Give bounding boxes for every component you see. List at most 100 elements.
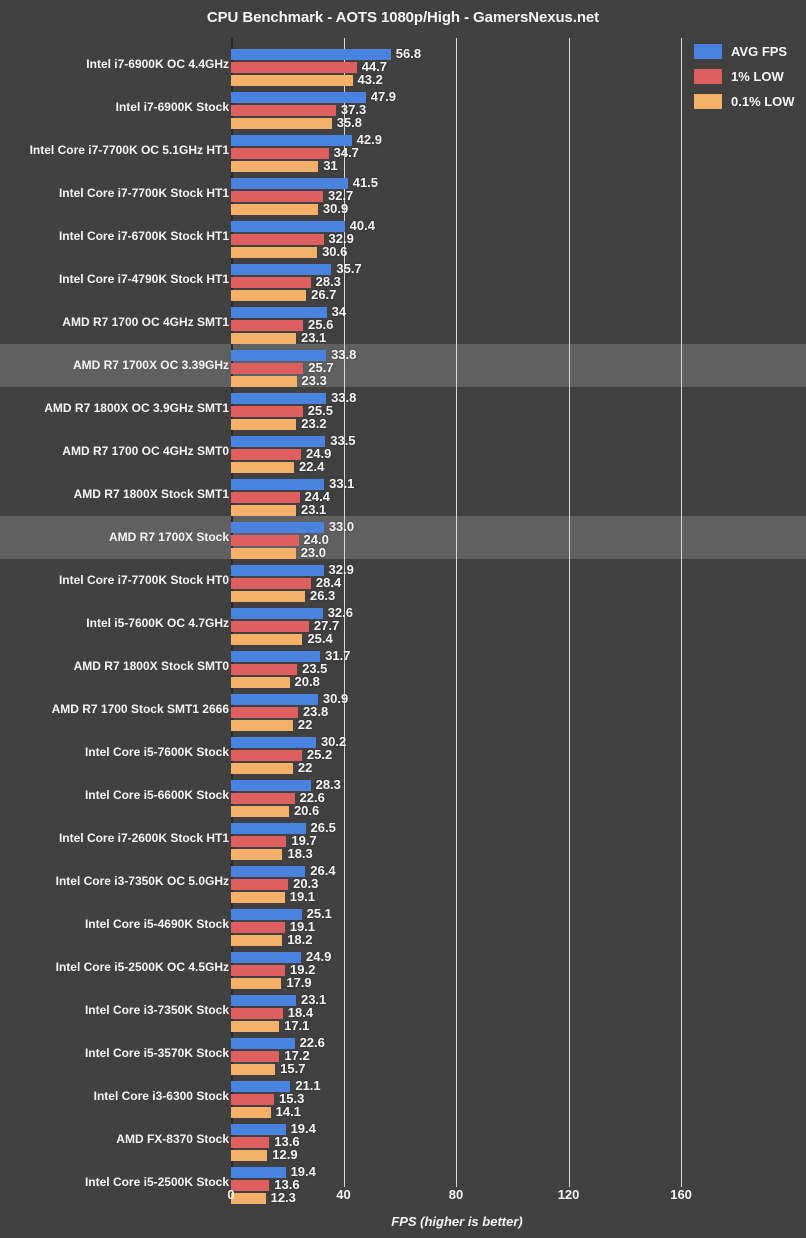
bar-0[interactable] xyxy=(231,866,306,877)
bar-0[interactable] xyxy=(231,1167,286,1178)
bar-2[interactable] xyxy=(231,505,296,516)
bar-0[interactable] xyxy=(231,1038,295,1049)
chart-row[interactable]: Intel Core i3-7350K Stock 23.1 18.4 17.1 xyxy=(0,992,806,1035)
chart-row[interactable]: Intel Core i5-6600K Stock 28.3 22.6 20.6 xyxy=(0,777,806,820)
bar-2[interactable] xyxy=(231,204,318,215)
bar-2[interactable] xyxy=(231,1021,280,1032)
bar-0[interactable] xyxy=(231,221,345,232)
chart-row[interactable]: AMD R7 1700X OC 3.39GHz 33.8 25.7 23.3 xyxy=(0,347,806,390)
bar-2[interactable] xyxy=(231,75,353,86)
chart-row[interactable]: Intel Core i7-6700K Stock HT1 40.4 32.9 30.… xyxy=(0,218,806,261)
bar-0[interactable] xyxy=(231,651,321,662)
legend-item-1[interactable]: 1% LOW xyxy=(694,65,806,87)
bar-0[interactable] xyxy=(231,350,327,361)
bar-1[interactable] xyxy=(231,836,287,847)
bar-2[interactable] xyxy=(231,548,296,559)
bar-2[interactable] xyxy=(231,720,293,731)
bar-2[interactable] xyxy=(231,1107,271,1118)
bar-2[interactable] xyxy=(231,1193,266,1204)
bar-1[interactable] xyxy=(231,750,302,761)
chart-row[interactable]: AMD R7 1700 OC 4GHz SMT1 34 25.6 23.1 xyxy=(0,304,806,347)
chart-row[interactable]: Intel i7-6900K Stock 47.9 37.3 35.8 xyxy=(0,89,806,132)
chart-row[interactable]: AMD FX-8370 Stock 19.4 13.6 12.9 xyxy=(0,1121,806,1164)
bar-1[interactable] xyxy=(231,277,311,288)
bar-2[interactable] xyxy=(231,849,283,860)
bar-1[interactable] xyxy=(231,1008,283,1019)
bar-0[interactable] xyxy=(231,909,302,920)
chart-row[interactable]: Intel Core i7-7700K OC 5.1GHz HT1 42.9 34.… xyxy=(0,132,806,175)
bar-2[interactable] xyxy=(231,462,294,473)
bar-1[interactable] xyxy=(231,62,357,73)
bar-0[interactable] xyxy=(231,522,324,533)
bar-1[interactable] xyxy=(231,191,323,202)
chart-row[interactable]: AMD R7 1800X Stock SMT0 31.7 23.5 20.8 xyxy=(0,648,806,691)
bar-1[interactable] xyxy=(231,406,303,417)
bar-2[interactable] xyxy=(231,290,307,301)
bar-2[interactable] xyxy=(231,247,318,258)
bar-0[interactable] xyxy=(231,135,352,146)
bar-1[interactable] xyxy=(231,105,336,116)
bar-2[interactable] xyxy=(231,763,293,774)
bar-0[interactable] xyxy=(231,952,302,963)
bar-1[interactable] xyxy=(231,148,329,159)
bar-1[interactable] xyxy=(231,922,285,933)
bar-2[interactable] xyxy=(231,591,305,602)
bar-2[interactable] xyxy=(231,1150,268,1161)
chart-row[interactable]: AMD R7 1700 OC 4GHz SMT0 33.5 24.9 22.4 xyxy=(0,433,806,476)
chart-row[interactable]: Intel Core i7-7700K Stock HT0 32.9 28.4 26.… xyxy=(0,562,806,605)
chart-row[interactable]: AMD R7 1700 Stock SMT1 2666 30.9 23.8 22 xyxy=(0,691,806,734)
chart-row[interactable]: Intel i5-7600K OC 4.7GHz 32.6 27.7 25.4 xyxy=(0,605,806,648)
bar-0[interactable] xyxy=(231,565,324,576)
bar-0[interactable] xyxy=(231,264,332,275)
bar-1[interactable] xyxy=(231,621,309,632)
bar-0[interactable] xyxy=(231,436,326,447)
bar-1[interactable] xyxy=(231,363,304,374)
legend-item-0[interactable]: AVG FPS xyxy=(694,40,806,62)
bar-2[interactable] xyxy=(231,419,297,430)
bar-1[interactable] xyxy=(231,535,299,546)
chart-row[interactable]: Intel Core i3-6300 Stock 21.1 15.3 14.1 xyxy=(0,1078,806,1121)
bar-0[interactable] xyxy=(231,1124,286,1135)
bar-1[interactable] xyxy=(231,449,302,460)
bar-2[interactable] xyxy=(231,376,297,387)
bar-2[interactable] xyxy=(231,806,289,817)
bar-0[interactable] xyxy=(231,823,306,834)
bar-1[interactable] xyxy=(231,1180,270,1191)
bar-0[interactable] xyxy=(231,608,323,619)
bar-0[interactable] xyxy=(231,737,316,748)
bar-2[interactable] xyxy=(231,677,290,688)
chart-row[interactable]: Intel i7-6900K OC 4.4GHz 56.8 44.7 43.2 xyxy=(0,46,806,89)
bar-0[interactable] xyxy=(231,1081,291,1092)
chart-row[interactable]: Intel Core i7-7700K Stock HT1 41.5 32.7 30.… xyxy=(0,175,806,218)
chart-row[interactable]: Intel Core i5-2500K OC 4.5GHz 24.9 19.2 17.… xyxy=(0,949,806,992)
bar-1[interactable] xyxy=(231,1137,270,1148)
bar-1[interactable] xyxy=(231,1051,280,1062)
chart-row[interactable]: AMD R7 1800X OC 3.9GHz SMT1 33.8 25.5 23.2 xyxy=(0,390,806,433)
bar-1[interactable] xyxy=(231,879,289,890)
chart-row[interactable]: Intel Core i5-7600K Stock 30.2 25.2 22 xyxy=(0,734,806,777)
bar-1[interactable] xyxy=(231,707,298,718)
bar-2[interactable] xyxy=(231,892,285,903)
chart-row[interactable]: Intel Core i3-7350K OC 5.0GHz 26.4 20.3 19.… xyxy=(0,863,806,906)
bar-1[interactable] xyxy=(231,578,311,589)
bar-1[interactable] xyxy=(231,492,300,503)
bar-2[interactable] xyxy=(231,634,303,645)
bar-1[interactable] xyxy=(231,965,285,976)
bar-0[interactable] xyxy=(231,780,311,791)
bar-2[interactable] xyxy=(231,333,296,344)
bar-2[interactable] xyxy=(231,161,319,172)
chart-row[interactable]: Intel Core i5-3570K Stock 22.6 17.2 15.7 xyxy=(0,1035,806,1078)
bar-0[interactable] xyxy=(231,694,318,705)
bar-0[interactable] xyxy=(231,995,296,1006)
bar-0[interactable] xyxy=(231,49,391,60)
bar-2[interactable] xyxy=(231,978,282,989)
bar-1[interactable] xyxy=(231,1094,275,1105)
bar-2[interactable] xyxy=(231,1064,276,1075)
chart-row[interactable]: Intel Core i5-4690K Stock 25.1 19.1 18.2 xyxy=(0,906,806,949)
bar-1[interactable] xyxy=(231,234,324,245)
bar-1[interactable] xyxy=(231,320,303,331)
bar-0[interactable] xyxy=(231,307,327,318)
bar-0[interactable] xyxy=(231,178,348,189)
bar-1[interactable] xyxy=(231,793,295,804)
bar-0[interactable] xyxy=(231,393,327,404)
